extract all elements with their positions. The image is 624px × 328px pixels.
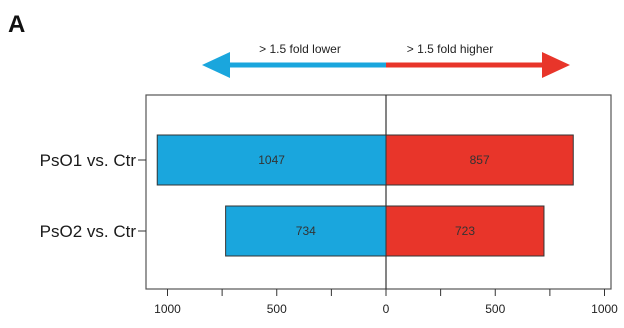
x-tick-label: 500 [267,302,287,316]
x-tick-label: 1000 [154,302,181,316]
x-tick-label: 500 [485,302,505,316]
bar-lower [225,205,387,257]
bar-lower [156,134,387,186]
x-tick-label: 1000 [591,302,618,316]
arrow-label-higher: > 1.5 fold higher [407,42,493,56]
category-label: PsO1 vs. Ctr [40,151,137,170]
bar-lower-value-label: 1047 [258,153,285,167]
bar-higher [385,134,574,186]
plot-frame [145,94,612,290]
bar-higher [385,205,545,257]
bar-higher-value-label: 723 [455,224,475,238]
panel-label: A [8,11,25,38]
direction-arrows: > 1.5 fold lower > 1.5 fold higher [202,42,570,78]
arrow-lower-head [202,52,230,78]
x-tick-label: 0 [383,302,390,316]
arrow-higher-head [542,52,570,78]
bar-lower-value-label: 734 [296,224,316,238]
category-label: PsO2 vs. Ctr [40,222,137,241]
bar-higher-value-label: 857 [470,153,490,167]
arrow-label-lower: > 1.5 fold lower [259,42,341,56]
